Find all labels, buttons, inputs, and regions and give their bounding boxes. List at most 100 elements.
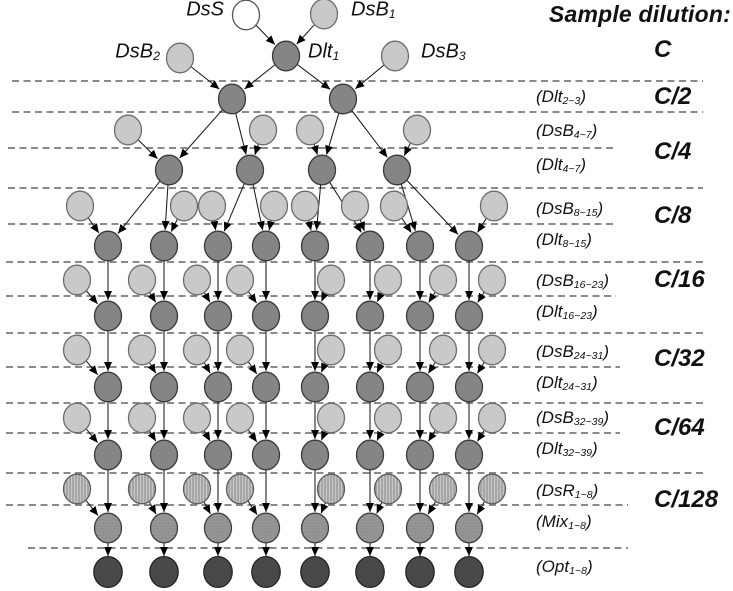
dilution-factor-C-2: C/2 bbox=[654, 83, 692, 110]
dilutor-node-Dlt31 bbox=[454, 371, 484, 403]
flow-arrow-DsB30-to-Dlt30 bbox=[427, 362, 437, 374]
dilutor-node-Dlt23 bbox=[454, 300, 484, 332]
flow-arrow-DsB25-to-Dlt25 bbox=[147, 362, 157, 374]
dilution-buffer-node-DsB20 bbox=[316, 264, 346, 296]
flow-arrow-DsB32-to-Dlt32 bbox=[85, 428, 99, 444]
mixer-node-Mix7 bbox=[405, 512, 435, 544]
dilutor-node-Dlt37 bbox=[355, 439, 385, 471]
dilution-factor-C-16: C/16 bbox=[654, 266, 705, 293]
flow-arrow-DsB1-to-Dlt1 bbox=[296, 24, 315, 45]
row-label-DsR1~8: (DsR1~8) bbox=[536, 480, 599, 502]
dilutor-node-Dlt3 bbox=[328, 83, 358, 115]
detection-reagent-node-DsR8 bbox=[477, 473, 507, 505]
dilution-buffer-node-DsB1 bbox=[309, 0, 339, 30]
dilution-buffer-node-DsB39 bbox=[477, 402, 507, 434]
dilutor-node-Dlt38 bbox=[405, 439, 435, 471]
dilution-buffer-node-DsB29 bbox=[373, 334, 403, 366]
dilutor-node-Dlt13 bbox=[355, 230, 385, 262]
optical-output-node-Opt4 bbox=[251, 555, 281, 589]
dilutor-node-Dlt35 bbox=[251, 439, 281, 471]
dilution-factor-C-128: C/128 bbox=[654, 486, 719, 513]
dilution-buffer-node-DsB10 bbox=[197, 190, 227, 222]
flow-arrow-DsB8-to-Dlt8 bbox=[87, 217, 100, 234]
dilutor-node-Dlt9 bbox=[149, 230, 179, 262]
mixer-node-Mix2 bbox=[149, 512, 179, 544]
dilution-buffer-node-DsB32 bbox=[62, 402, 92, 434]
flow-arrow-DsB21-to-Dlt21 bbox=[376, 291, 385, 302]
flow-arrow-DsB5-to-Dlt5 bbox=[253, 143, 262, 155]
row-label-Opt1~8: (Opt1~8) bbox=[536, 556, 593, 578]
optical-output-node-Opt8 bbox=[454, 555, 484, 589]
dilutor-node-Dlt34 bbox=[203, 439, 233, 471]
row-label-Dlt24~31: (Dlt24~31) bbox=[536, 372, 598, 394]
dilutor-node-Dlt2 bbox=[217, 83, 247, 115]
dilution-buffer-node-DsB23 bbox=[477, 264, 507, 296]
row-label-DsB8~15: (DsB8~15) bbox=[536, 198, 604, 220]
dilution-buffer-node-DsB35 bbox=[225, 402, 255, 434]
optical-output-node-Opt5 bbox=[300, 555, 330, 589]
detection-reagent-node-DsR5 bbox=[316, 473, 346, 505]
optical-output-node-Opt1 bbox=[93, 555, 123, 589]
dilution-buffer-node-DsB22 bbox=[428, 264, 458, 296]
dilutor-node-Dlt7 bbox=[382, 154, 412, 186]
flow-arrow-DsB14-to-Dlt14 bbox=[401, 217, 412, 233]
flow-arrow-DsB31-to-Dlt31 bbox=[476, 362, 486, 374]
row-label-Dlt16~23: (Dlt16~23) bbox=[536, 301, 598, 323]
dilution-buffer-node-DsB13 bbox=[340, 190, 370, 222]
flow-arrow-DsB13-to-Dlt13 bbox=[357, 219, 365, 232]
dilutor-node-Dlt32 bbox=[93, 439, 123, 471]
flow-arrow-Dlt3-to-Dlt6 bbox=[325, 112, 340, 155]
row-label-DsB16~23: (DsB16~23) bbox=[536, 270, 610, 292]
row-label-DsB24~31: (DsB24~31) bbox=[536, 341, 610, 363]
dilution-buffer-node-DsB6 bbox=[295, 114, 325, 146]
sample-dilution-heading: Sample dilution: bbox=[548, 1, 731, 27]
flow-arrow-DsB34-to-Dlt34 bbox=[202, 430, 211, 442]
flow-arrow-DsR4-to-Mix4 bbox=[247, 500, 258, 515]
dilution-buffer-node-DsB9 bbox=[169, 190, 199, 222]
flow-arrow-Dlt1-to-Dlt3 bbox=[297, 64, 331, 90]
flow-arrow-DsR1-to-Mix1 bbox=[85, 500, 99, 516]
dilution-buffer-node-DsB3 bbox=[380, 40, 410, 72]
optical-output-node-Opt7 bbox=[405, 555, 435, 589]
dilution-buffer-node-DsB37 bbox=[373, 402, 403, 434]
dilution-buffer-node-DsB19 bbox=[225, 264, 255, 296]
dilution-buffer-node-DsB30 bbox=[428, 334, 458, 366]
dilution-buffer-node-DsB27 bbox=[225, 334, 255, 366]
flow-arrow-DsB39-to-Dlt39 bbox=[476, 430, 486, 442]
optical-output-node-Opt3 bbox=[203, 555, 233, 589]
flow-arrow-DsB9-to-Dlt9 bbox=[170, 218, 179, 232]
optical-output-node-Opt6 bbox=[355, 555, 385, 589]
flow-arrow-DsB10-to-Dlt10 bbox=[210, 220, 219, 231]
detection-reagent-node-DsR3 bbox=[182, 473, 212, 505]
dilution-factor-C-8: C/8 bbox=[654, 202, 692, 229]
dilutor-node-Dlt22 bbox=[405, 300, 435, 332]
flow-arrow-Dlt2-to-Dlt4 bbox=[179, 109, 223, 159]
flow-arrow-DsB12-to-Dlt12 bbox=[305, 219, 313, 231]
flow-arrow-DsB22-to-Dlt22 bbox=[428, 291, 437, 303]
dilutor-node-Dlt10 bbox=[203, 230, 233, 262]
dilution-buffer-node-DsB16 bbox=[62, 264, 92, 296]
flow-arrow-Dlt7-to-Dlt14 bbox=[400, 183, 417, 231]
dilutor-node-Dlt17 bbox=[149, 300, 179, 332]
dilutor-node-Dlt8 bbox=[93, 230, 123, 262]
mixer-node-Mix6 bbox=[355, 512, 385, 544]
mixer-node-Mix1 bbox=[93, 512, 123, 544]
dilutor-node-Dlt12 bbox=[300, 230, 330, 262]
detection-reagent-node-DsR7 bbox=[428, 473, 458, 505]
dilution-buffer-node-DsB7 bbox=[402, 114, 432, 146]
mixer-node-Mix5 bbox=[300, 512, 330, 544]
dilution-buffer-node-DsB2 bbox=[165, 42, 195, 74]
flow-arrow-DsB15-to-Dlt15 bbox=[477, 218, 487, 233]
dilutor-node-Dlt18 bbox=[203, 300, 233, 332]
dilutor-node-Dlt25 bbox=[149, 371, 179, 403]
node-label-DsB2: DsB2 bbox=[115, 40, 160, 64]
node-label-DsB1: DsB1 bbox=[351, 0, 396, 22]
flow-arrow-DsB28-to-Dlt28 bbox=[320, 362, 329, 373]
row-label-DsB4~7: (DsB4~7) bbox=[536, 120, 598, 142]
flow-arrow-DsB6-to-Dlt6 bbox=[311, 143, 319, 155]
flow-arrow-DsB33-to-Dlt33 bbox=[147, 430, 157, 442]
dilution-factor-C-32: C/32 bbox=[654, 345, 705, 372]
flow-arrow-Dlt2-to-Dlt5 bbox=[235, 112, 248, 155]
node-label-Dlt1: Dlt1 bbox=[308, 40, 340, 64]
